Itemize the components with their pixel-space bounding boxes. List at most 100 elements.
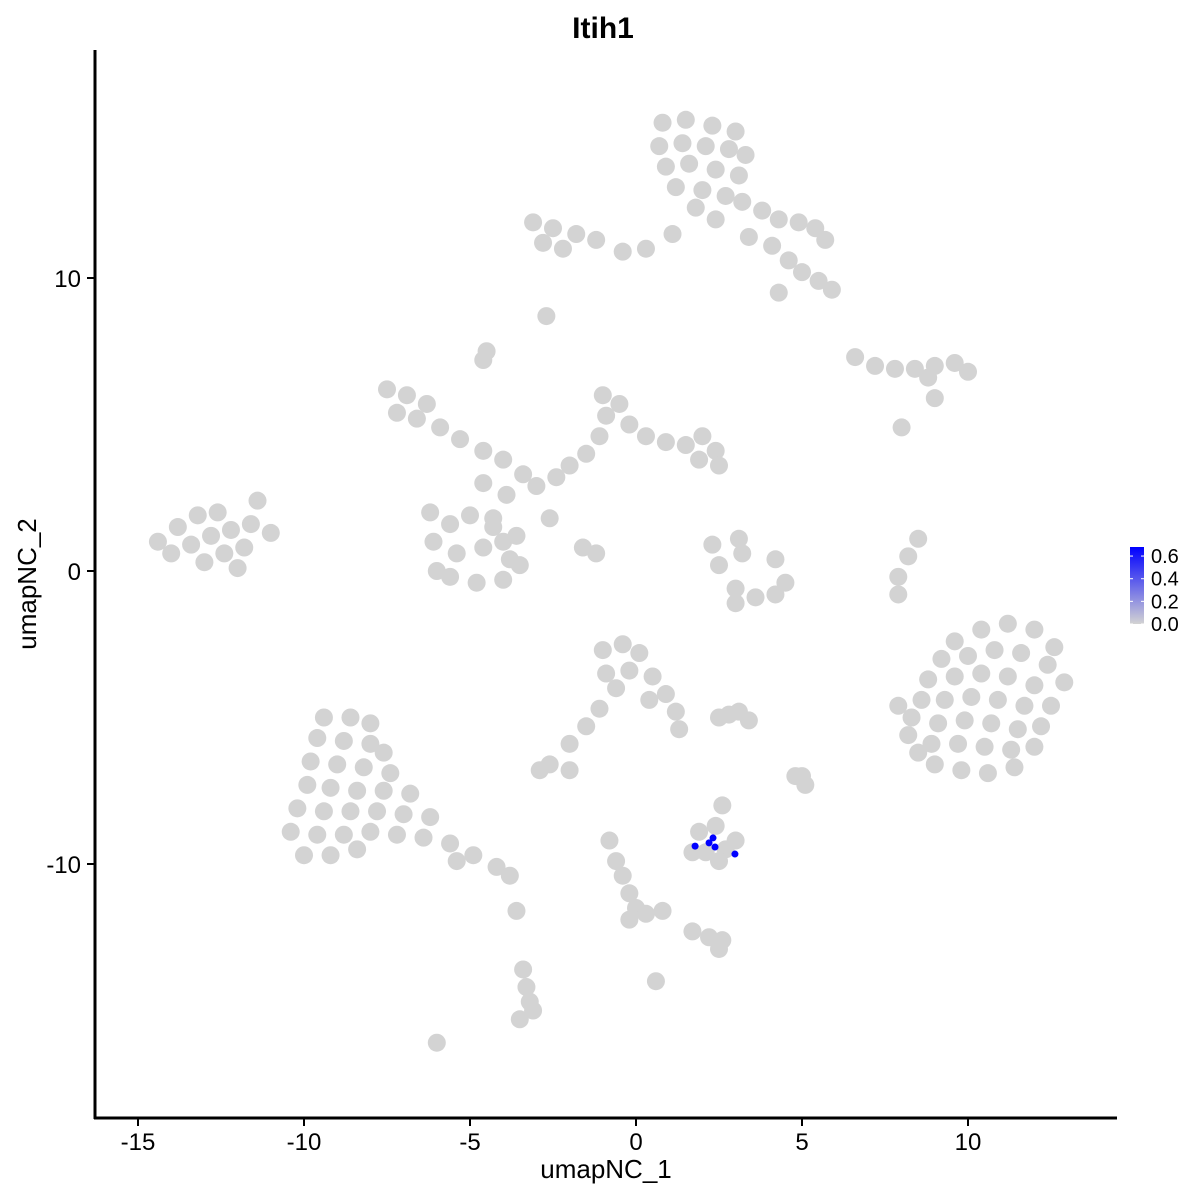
background-point: [666, 702, 685, 721]
background-point: [334, 731, 353, 750]
background-point: [636, 427, 655, 446]
background-point: [334, 825, 353, 844]
background-point: [314, 802, 333, 821]
background-point: [524, 1001, 543, 1020]
background-point: [607, 852, 626, 871]
background-point: [281, 822, 300, 841]
background-point: [1015, 696, 1034, 715]
background-point: [945, 632, 964, 651]
background-point: [703, 116, 722, 135]
background-point: [975, 737, 994, 756]
background-point: [902, 708, 921, 727]
legend-tick-label: 0.2: [1151, 591, 1179, 613]
background-point: [710, 556, 728, 575]
background-point: [719, 140, 738, 159]
background-point: [341, 708, 360, 727]
background-point: [733, 544, 752, 563]
background-point: [467, 573, 486, 592]
background-point: [195, 553, 214, 572]
background-point: [693, 427, 712, 446]
background-point: [361, 734, 380, 753]
background-point: [726, 594, 745, 613]
background-point: [729, 166, 748, 185]
background-point: [706, 160, 725, 179]
background-point: [746, 588, 765, 607]
background-point: [713, 796, 732, 815]
background-point: [889, 567, 908, 586]
background-point: [925, 755, 944, 774]
background-point: [378, 380, 396, 399]
background-point: [610, 394, 629, 413]
background-point: [703, 535, 722, 554]
background-point: [593, 641, 612, 660]
background-point: [494, 570, 513, 589]
background-point: [308, 825, 327, 844]
background-point: [763, 236, 782, 255]
background-point: [636, 904, 655, 923]
background-point: [474, 441, 493, 460]
background-point: [288, 799, 307, 818]
background-point: [241, 515, 260, 534]
background-point: [925, 389, 944, 408]
background-point: [208, 503, 227, 522]
background-point: [666, 178, 685, 197]
y-tick-label: -10: [46, 852, 81, 879]
background-point: [530, 761, 549, 780]
background-point: [949, 734, 968, 753]
background-point: [261, 523, 280, 542]
background-point: [314, 708, 333, 727]
background-point: [620, 415, 639, 434]
background-point: [1025, 676, 1044, 695]
background-point: [972, 620, 991, 639]
background-point: [301, 752, 320, 771]
background-point: [620, 884, 639, 903]
background-point: [298, 775, 317, 794]
background-point: [544, 219, 562, 238]
background-point: [726, 122, 745, 141]
background-point: [809, 271, 828, 290]
background-point: [676, 436, 695, 455]
background-point: [348, 840, 367, 859]
background-point: [507, 901, 526, 920]
background-point: [587, 544, 606, 563]
background-point: [590, 427, 609, 446]
background-point: [922, 734, 941, 753]
background-point: [640, 690, 659, 709]
background-point: [202, 526, 221, 545]
background-point: [424, 532, 443, 551]
background-point: [361, 822, 380, 841]
background-point: [354, 758, 373, 777]
background-point: [321, 778, 340, 797]
expressing-points: [691, 834, 739, 858]
background-point: [978, 764, 997, 783]
background-point: [497, 485, 516, 504]
y-tick-label: 0: [68, 559, 81, 586]
background-point: [885, 359, 904, 378]
background-point: [221, 520, 240, 539]
background-point: [710, 708, 728, 727]
background-point: [527, 477, 546, 496]
background-point: [889, 585, 908, 604]
background-point: [590, 699, 609, 718]
background-point: [988, 690, 1007, 709]
background-point: [387, 403, 406, 422]
background-point: [1025, 737, 1044, 756]
background-point: [816, 230, 835, 249]
background-point: [374, 781, 393, 800]
background-point: [1008, 720, 1027, 739]
legend-tick-label: 0.6: [1151, 546, 1179, 568]
background-point: [427, 1033, 446, 1052]
x-tick-label: -5: [459, 1129, 480, 1156]
background-point: [500, 550, 519, 569]
background-point: [474, 351, 493, 370]
background-point: [613, 635, 632, 654]
background-point: [401, 784, 420, 803]
background-point: [932, 649, 951, 668]
legend-colorbar: [1130, 547, 1144, 624]
background-point: [613, 866, 632, 885]
legend-tick-label: 0.4: [1151, 569, 1179, 591]
background-point: [441, 515, 460, 534]
background-point: [407, 409, 426, 428]
background-point: [577, 717, 596, 736]
background-point: [945, 353, 964, 372]
